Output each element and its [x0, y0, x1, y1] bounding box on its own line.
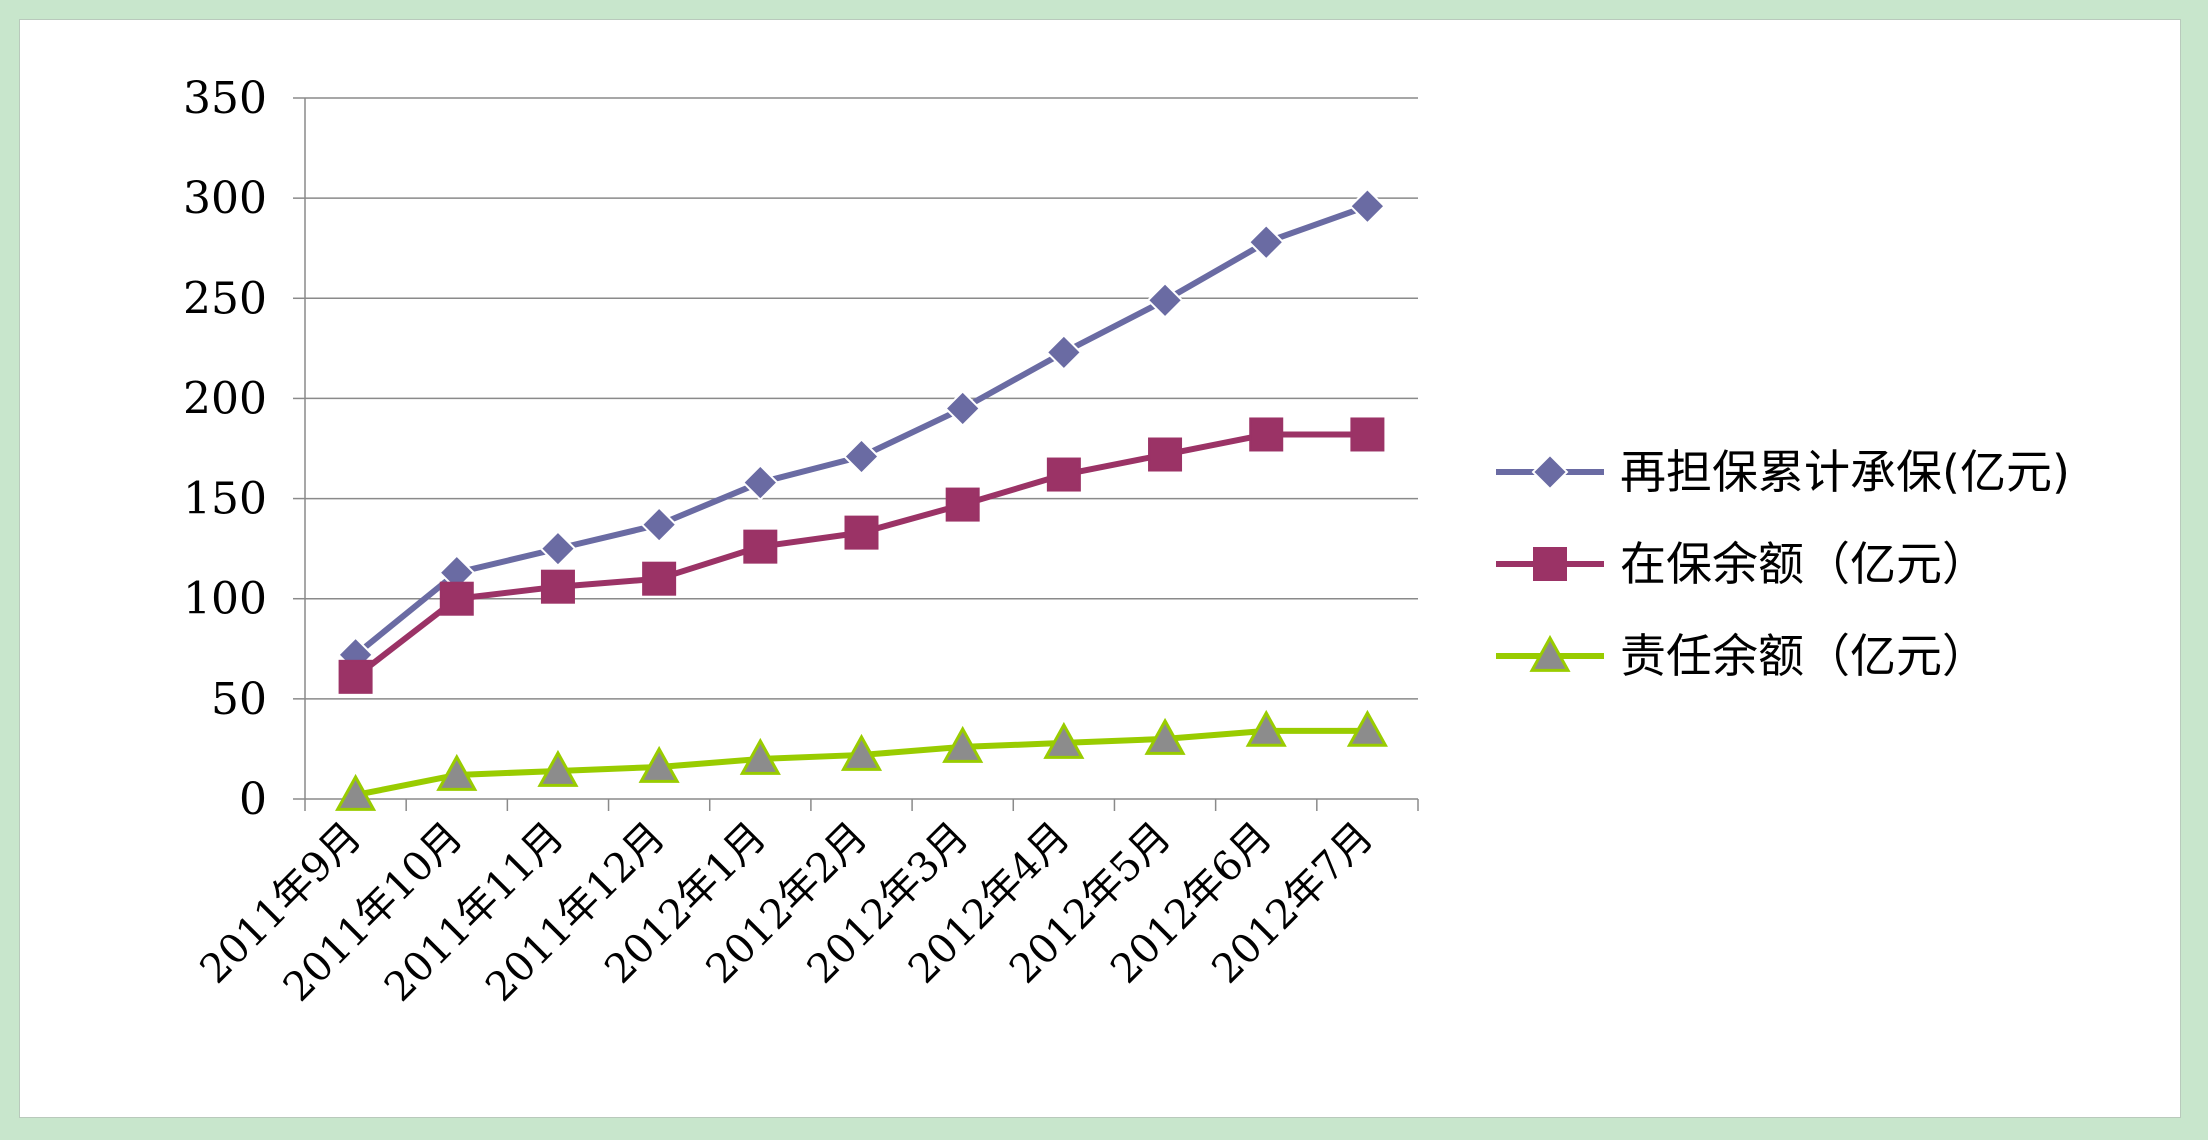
y-tick-label: 150	[183, 474, 267, 525]
legend-marker	[1529, 634, 1571, 672]
axes	[293, 97, 1419, 811]
chart-frame: 0 50 100 150 200 250 300 350 2011年9月 2011年10月 201…	[19, 19, 2181, 1118]
data-point	[1148, 437, 1183, 472]
legend-marker	[1531, 453, 1569, 491]
data-point	[540, 569, 575, 604]
data-point	[843, 438, 880, 475]
data-point	[640, 506, 678, 544]
data-point	[1249, 417, 1284, 452]
data-point	[335, 773, 377, 811]
series-3	[335, 709, 1388, 811]
legend-item-2: 在保余额（亿元）	[1496, 537, 1988, 591]
y-tick-label: 50	[211, 674, 267, 725]
data-point	[1348, 187, 1386, 225]
y-tick-label: 100	[183, 574, 267, 625]
data-point	[1146, 281, 1184, 319]
data-point	[436, 753, 478, 791]
data-point	[1245, 709, 1287, 747]
data-point	[1350, 417, 1385, 452]
y-tick-label: 350	[183, 73, 267, 124]
data-point	[743, 529, 778, 564]
data-point	[1144, 717, 1186, 755]
data-point	[844, 515, 879, 550]
line-chart: 0 50 100 150 200 250 300 350 2011年9月2011年10月201…	[183, 73, 2070, 1011]
series-lines	[335, 187, 1388, 811]
y-tick-label: 200	[183, 373, 267, 424]
series-line	[353, 203, 1369, 658]
data-point	[945, 487, 980, 522]
data-point	[439, 581, 474, 616]
data-point	[338, 659, 373, 694]
data-point	[539, 530, 577, 568]
y-tick-label: 300	[183, 173, 267, 224]
y-axis-tick-labels: 0 50 100 150 200 250 300 350	[183, 73, 267, 825]
x-axis-tick-labels: 2011年9月2011年10月2011年11月2011年12月2012年1月20…	[192, 814, 1383, 1011]
data-point	[840, 733, 883, 771]
data-point	[944, 390, 982, 427]
data-point	[741, 464, 779, 501]
legend-item-3: 责任余额（亿元）	[1496, 629, 1988, 683]
data-point	[1045, 333, 1083, 371]
data-point	[1046, 457, 1081, 492]
data-point	[739, 737, 781, 775]
y-tick-label: 0	[239, 774, 267, 825]
legend-label: 在保余额（亿元）	[1620, 537, 1988, 591]
data-point	[1247, 223, 1285, 261]
data-point	[1043, 721, 1085, 759]
legend-label: 再担保累计承保(亿元)	[1620, 445, 2070, 499]
legend-item-1: 再担保累计承保(亿元)	[1496, 445, 2070, 499]
legend-label: 责任余额（亿元）	[1620, 629, 1988, 683]
series-2	[338, 417, 1385, 694]
data-point	[638, 745, 680, 783]
data-point	[537, 749, 579, 787]
data-point	[942, 725, 984, 763]
legend: 再担保累计承保(亿元) 在保余额（亿元） 责任余额（亿元）	[1496, 445, 2070, 683]
data-point	[642, 561, 677, 596]
legend-marker	[1533, 547, 1567, 581]
y-tick-label: 250	[183, 273, 267, 324]
gridlines	[305, 97, 1418, 700]
data-point	[1346, 709, 1388, 747]
